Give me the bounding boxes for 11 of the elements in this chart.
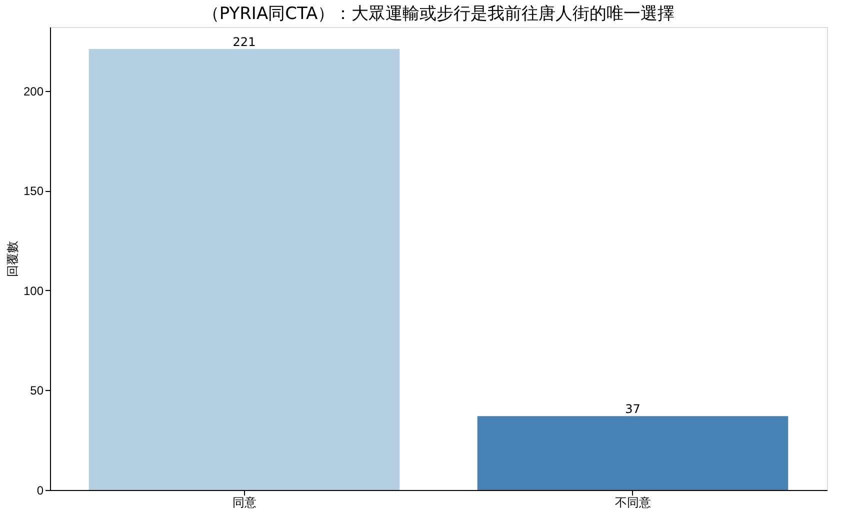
- y-tick-label: 200: [23, 84, 44, 98]
- y-tick-label: 0: [36, 484, 44, 498]
- chart-title: （PYRIA同CTA）：大眾運輸或步行是我前往唐人街的唯一選擇: [202, 4, 675, 24]
- x-tick-label: 不同意: [614, 496, 651, 510]
- data-label: 37: [625, 402, 640, 416]
- y-axis-title: 回覆數: [5, 241, 20, 277]
- y-tick-label: 100: [23, 284, 44, 298]
- y-tick-label: 150: [23, 184, 44, 198]
- data-label: 221: [232, 34, 256, 49]
- y-tick-label: 50: [30, 384, 44, 398]
- x-tick-label: 同意: [232, 496, 256, 510]
